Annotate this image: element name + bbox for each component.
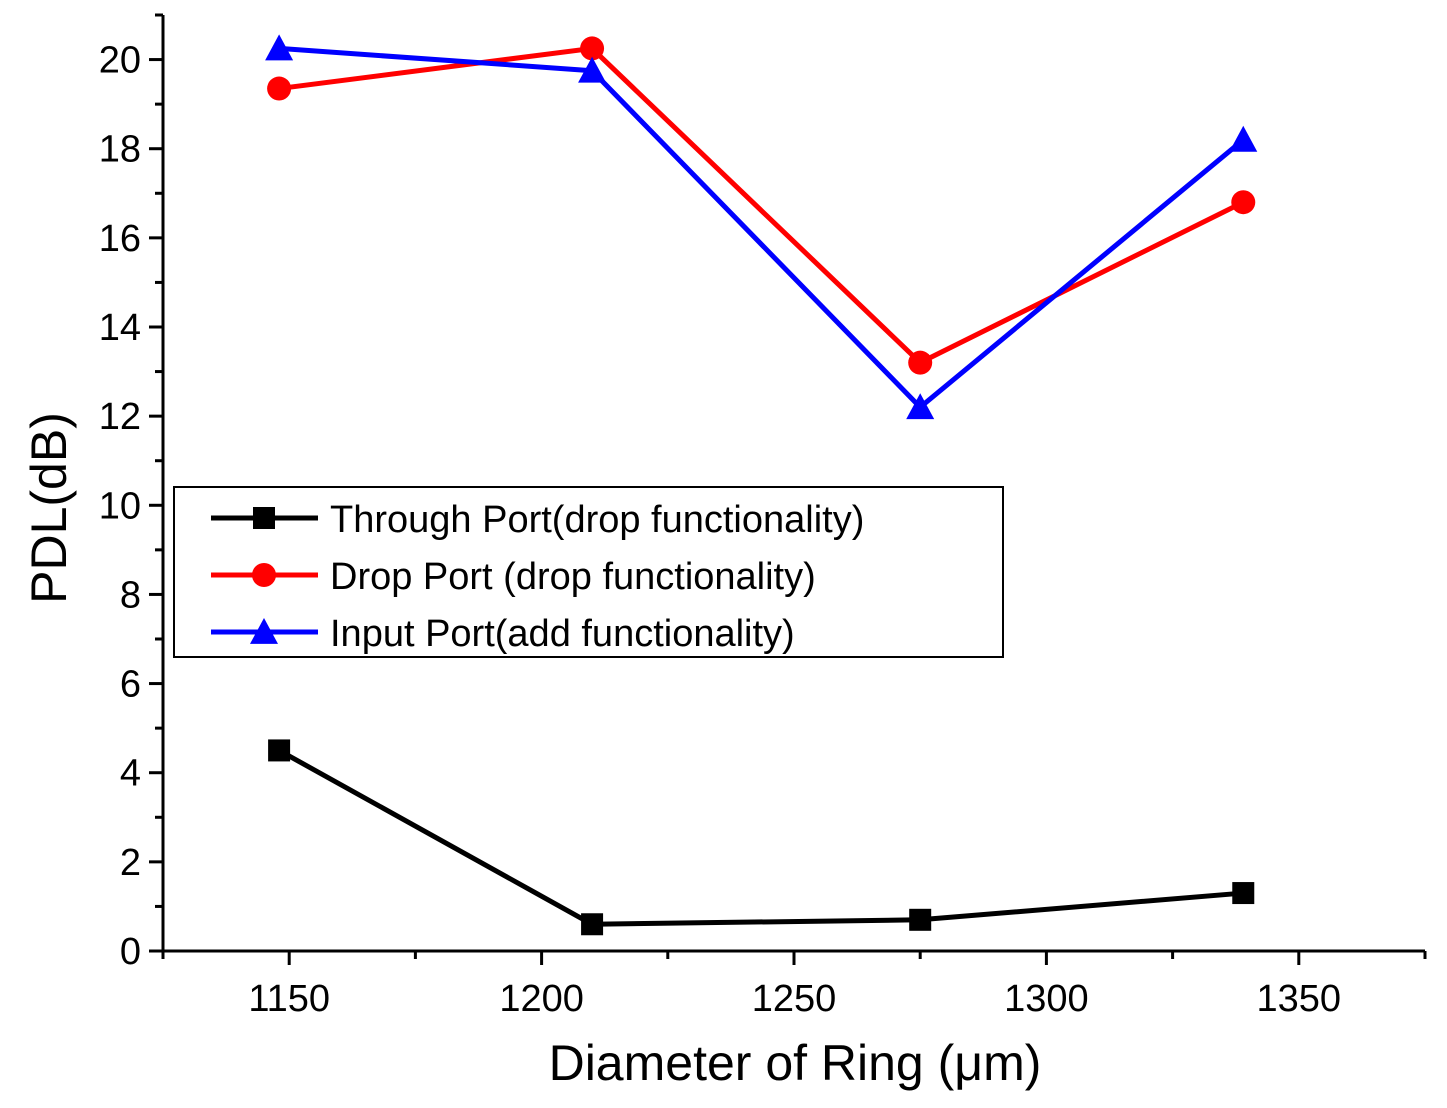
legend: Through Port(drop functionality) Drop Por…	[173, 486, 1004, 658]
axes: 0 2 4 6 8 10 12 14 16 18 20 1150 1200 1250 1300 1350	[99, 13, 1427, 1020]
y-tick-label: 10	[99, 485, 141, 527]
y-tick-label: 14	[99, 307, 141, 349]
data-point	[265, 34, 294, 61]
x-tick-label: 1150	[248, 978, 330, 1020]
legend-marker	[250, 618, 278, 644]
legend-label: Input Port(add functionality)	[330, 613, 795, 655]
data-point	[906, 393, 935, 420]
y-tick-label: 0	[120, 931, 141, 973]
x-tick-label: 1300	[1004, 978, 1089, 1020]
x-tick-label: 1200	[499, 978, 584, 1020]
x-tick-label: 1250	[752, 978, 837, 1020]
data-point	[1229, 125, 1258, 152]
y-axis-title: PDL(dB)	[21, 412, 77, 604]
data-point	[909, 908, 932, 931]
series-3	[265, 34, 1258, 420]
legend-entry: Input Port(add functionality)	[211, 613, 795, 655]
legend-entry: Through Port(drop functionality)	[211, 499, 864, 541]
data-point	[908, 350, 933, 375]
y-tick-label: 4	[120, 753, 141, 795]
series-line	[278, 45, 1245, 410]
x-tick-label: 1350	[1257, 978, 1342, 1020]
legend-label: Through Port(drop functionality)	[330, 499, 864, 541]
legend-entry: Drop Port (drop functionality)	[211, 556, 816, 598]
y-tick-label: 20	[99, 40, 141, 82]
series-layer	[265, 34, 1258, 936]
data-point	[1232, 882, 1255, 905]
y-tick-label: 2	[120, 842, 141, 884]
y-tick-label: 12	[99, 396, 141, 438]
data-point	[580, 36, 605, 61]
y-tick-label: 16	[99, 218, 141, 260]
series-line	[278, 45, 1245, 366]
data-point	[581, 913, 604, 936]
x-axis-title: Diameter of Ring (μm)	[549, 1035, 1042, 1091]
series-line	[277, 748, 1244, 927]
y-tick-label: 6	[120, 664, 141, 706]
legend-label: Drop Port (drop functionality)	[330, 556, 816, 598]
legend-marker	[252, 563, 276, 587]
series-1	[268, 739, 1255, 936]
legend-marker	[253, 507, 275, 529]
legend-box	[173, 486, 1004, 658]
y-tick-label: 8	[120, 574, 141, 616]
data-point	[1231, 190, 1256, 215]
data-point	[267, 76, 292, 101]
data-point	[268, 739, 291, 762]
series-2	[267, 36, 1256, 375]
data-point	[578, 56, 607, 83]
y-tick-label: 18	[99, 129, 141, 171]
